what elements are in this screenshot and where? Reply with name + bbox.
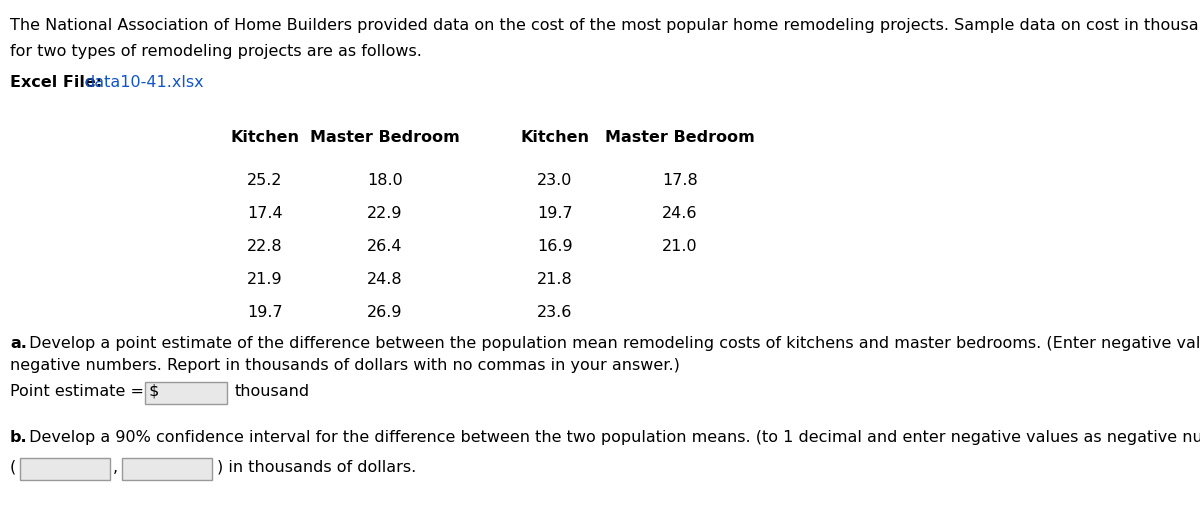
Text: Excel File:: Excel File:: [10, 75, 108, 90]
Text: 25.2: 25.2: [247, 173, 283, 188]
Text: 21.8: 21.8: [538, 272, 572, 287]
Text: negative numbers. Report in thousands of dollars with no commas in your answer.): negative numbers. Report in thousands of…: [10, 358, 680, 373]
Text: for two types of remodeling projects are as follows.: for two types of remodeling projects are…: [10, 44, 422, 59]
Text: Kitchen: Kitchen: [230, 130, 300, 145]
Text: 19.7: 19.7: [247, 305, 283, 320]
Text: (: (: [10, 460, 17, 475]
Text: 21.9: 21.9: [247, 272, 283, 287]
Text: 17.8: 17.8: [662, 173, 698, 188]
Text: thousand: thousand: [235, 384, 310, 399]
Text: 22.9: 22.9: [367, 206, 403, 221]
Text: 24.8: 24.8: [367, 272, 403, 287]
Text: Master Bedroom: Master Bedroom: [605, 130, 755, 145]
FancyBboxPatch shape: [145, 382, 227, 404]
Text: Master Bedroom: Master Bedroom: [310, 130, 460, 145]
Text: 26.4: 26.4: [367, 239, 403, 254]
Text: 18.0: 18.0: [367, 173, 403, 188]
Text: data10-41.xlsx: data10-41.xlsx: [84, 75, 204, 90]
FancyBboxPatch shape: [122, 458, 212, 480]
Text: Develop a point estimate of the difference between the population mean remodelin: Develop a point estimate of the differen…: [24, 336, 1200, 351]
Text: Point estimate = $: Point estimate = $: [10, 384, 160, 399]
Text: 23.0: 23.0: [538, 173, 572, 188]
Text: a.: a.: [10, 336, 26, 351]
Text: The National Association of Home Builders provided data on the cost of the most : The National Association of Home Builder…: [10, 18, 1200, 33]
Text: ) in thousands of dollars.: ) in thousands of dollars.: [217, 460, 416, 475]
Text: ,: ,: [113, 460, 118, 475]
Text: 26.9: 26.9: [367, 305, 403, 320]
FancyBboxPatch shape: [20, 458, 110, 480]
Text: 21.0: 21.0: [662, 239, 698, 254]
Text: b.: b.: [10, 430, 28, 445]
Text: 17.4: 17.4: [247, 206, 283, 221]
Text: 22.8: 22.8: [247, 239, 283, 254]
Text: 16.9: 16.9: [538, 239, 572, 254]
Text: 23.6: 23.6: [538, 305, 572, 320]
Text: 19.7: 19.7: [538, 206, 572, 221]
Text: Kitchen: Kitchen: [521, 130, 589, 145]
Text: Develop a 90% confidence interval for the difference between the two population : Develop a 90% confidence interval for th…: [24, 430, 1200, 445]
Text: 24.6: 24.6: [662, 206, 697, 221]
